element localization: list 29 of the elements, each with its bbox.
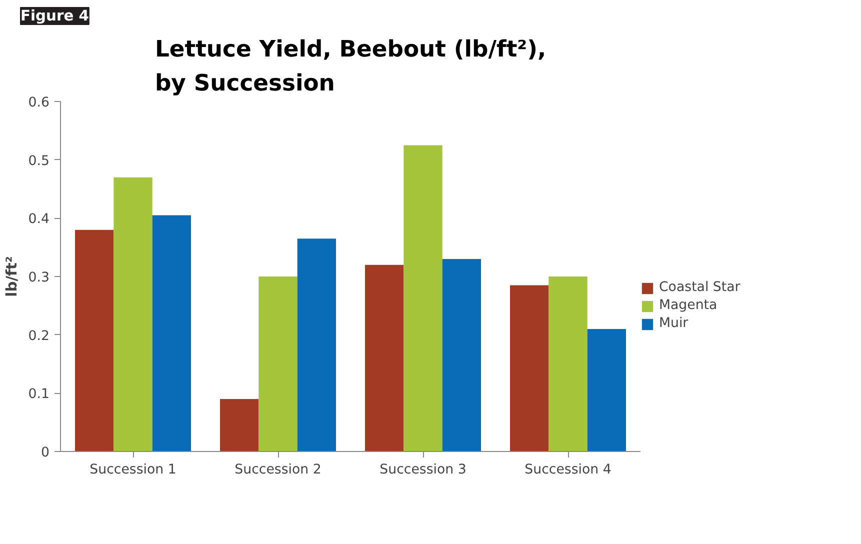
bar <box>114 177 152 452</box>
y-axis-title: lb/ft² <box>3 256 20 297</box>
y-tick-label: 0.1 <box>28 387 50 402</box>
x-tick-label: Succession 3 <box>380 462 466 478</box>
x-tick-label: Succession 2 <box>234 462 322 478</box>
y-tick-label: 0.4 <box>28 212 50 228</box>
legend-label: Magenta <box>659 298 718 313</box>
bar <box>152 215 191 452</box>
bar <box>220 399 259 452</box>
chart-title: Lettuce Yield, Beebout (lb/ft²), by Succession <box>154 36 546 96</box>
bar <box>548 276 588 452</box>
bar <box>587 329 626 452</box>
bar <box>442 259 481 452</box>
bar <box>510 285 549 452</box>
bar <box>365 264 404 452</box>
y-tick-label: 0.2 <box>28 328 50 344</box>
bar <box>258 276 298 452</box>
x-tick-label: Succession 1 <box>90 462 176 478</box>
bar <box>297 238 336 452</box>
legend-label: Muir <box>659 316 688 331</box>
caption: Figure 4 <box>20 8 89 24</box>
bar <box>75 230 114 452</box>
legend-label: Coastal Star <box>659 280 740 295</box>
y-tick-label: 0.6 <box>28 96 50 110</box>
y-tick-label: 0.3 <box>28 270 50 286</box>
bar <box>404 145 442 452</box>
x-tick-label: Succession 4 <box>524 462 612 478</box>
y-tick-label: 0 <box>41 446 50 460</box>
y-tick-label: 0.5 <box>28 154 50 169</box>
